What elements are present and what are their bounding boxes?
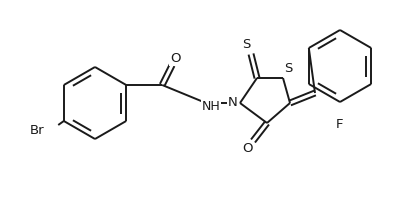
Text: S: S	[283, 63, 292, 76]
Text: O: O	[242, 143, 253, 156]
Text: S: S	[241, 38, 249, 51]
Text: NH: NH	[201, 99, 220, 112]
Text: Br: Br	[30, 124, 44, 137]
Text: O: O	[170, 53, 180, 65]
Text: F: F	[335, 118, 343, 131]
Text: N: N	[227, 95, 237, 109]
